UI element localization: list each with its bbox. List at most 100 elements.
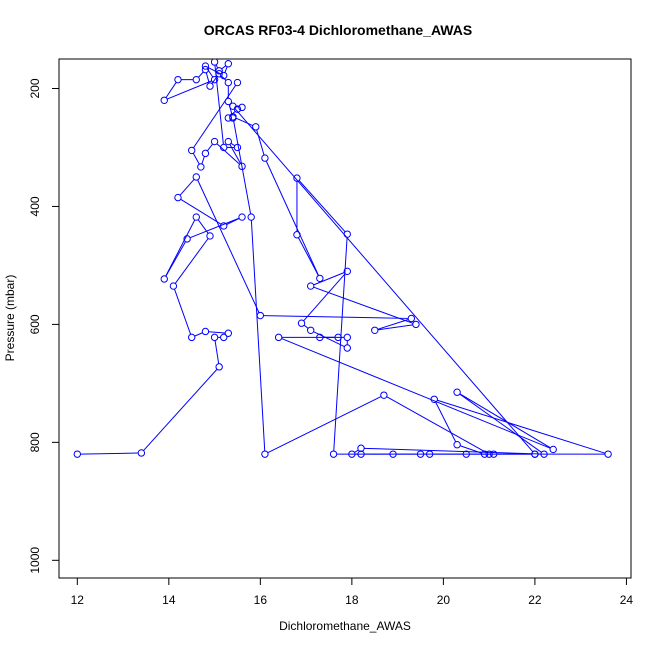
series-line-segment [205,72,210,84]
series-line-segment [303,273,346,322]
series-line-segment [215,64,219,69]
series-group [73,59,612,458]
data-point [206,82,214,90]
data-point [462,450,470,458]
series-line-segment [226,218,240,225]
data-point [224,78,233,87]
data-point [215,363,223,371]
series-line-segment [459,445,482,454]
data-point [412,320,420,329]
data-point [407,314,416,323]
data-point [215,70,223,78]
series-line-segment [256,129,265,156]
data-point [357,444,365,452]
data-point [233,143,242,152]
y-tick-label: 600 [28,314,42,334]
data-point [238,162,246,171]
data-point [201,62,210,70]
data-point [210,333,219,342]
series-line-segment [224,66,228,73]
series-line-segment [232,119,252,215]
series-line-segment [198,71,204,78]
series-line-segment [229,144,241,164]
data-point [316,274,324,283]
series-line-segment [386,396,487,454]
series-line-segment [174,238,209,284]
y-tick-label: 400 [28,196,42,216]
data-point [238,213,246,221]
series-line-segment [297,237,319,276]
x-tick-label: 18 [345,593,359,607]
series-line-segment [230,142,236,147]
data-point [480,450,489,458]
data-point [371,326,379,334]
data-point [343,344,351,352]
data-point [206,232,214,240]
series-line-segment [377,319,409,330]
series-line-segment [165,241,186,277]
data-point [380,391,388,399]
data-point [224,137,233,146]
y-axis: 200 400 600 800 1000 [28,78,59,574]
data-point [188,146,196,155]
series-line-segment [189,217,240,239]
data-point [188,333,196,342]
data-point [490,450,498,458]
data-point [210,59,219,66]
series-line-segment [201,156,205,165]
series-line-segment [303,324,309,329]
series-line-segment [354,449,359,453]
data-point [169,282,178,290]
data-point [192,213,200,221]
series-line-segment [165,82,177,98]
data-point [238,103,246,112]
data-point [220,143,228,152]
data-point [192,75,200,84]
series-line-segment [208,67,222,75]
data-point [256,311,265,320]
data-point [274,333,283,342]
series-line-segment [165,219,196,277]
data-point [220,333,228,342]
data-point [247,213,255,221]
data-point [343,230,351,238]
data-point [210,137,219,146]
data-point [306,326,315,334]
chart-title: ORCAS RF03-4 Dichloromethane_AWAS [204,22,472,38]
data-point [201,149,210,158]
data-point [549,445,557,454]
data-point [160,275,168,283]
series-line-segment [179,179,195,196]
series-line-segment [250,220,266,451]
series-line-segment [214,65,224,145]
series-line-segment [143,368,218,451]
data-point [540,450,548,458]
data-point [389,450,397,458]
series-line-segment [313,331,345,348]
data-point [297,319,306,327]
data-point [201,327,210,336]
data-point [192,173,200,181]
data-point [224,97,233,106]
series-line-segment [235,117,254,126]
series-line-segment [435,401,457,443]
series-line-segment [313,286,414,324]
series-line-segment [263,315,409,319]
series-line-segment [459,393,551,449]
data-point [224,329,233,337]
data-point [220,71,228,80]
data-point [160,96,168,104]
series-line-segment [459,393,542,453]
series-line-segment [221,75,227,81]
x-axis: 12 14 16 18 20 22 24 [71,578,633,607]
data-point [174,193,182,202]
data-point [174,75,182,84]
data-point [210,75,219,84]
data-point [197,163,205,171]
data-point [293,231,301,239]
data-point [137,449,146,457]
data-point [220,222,228,230]
series-line-segment [206,143,214,152]
series-line-segment [208,331,226,334]
data-point [252,123,260,131]
